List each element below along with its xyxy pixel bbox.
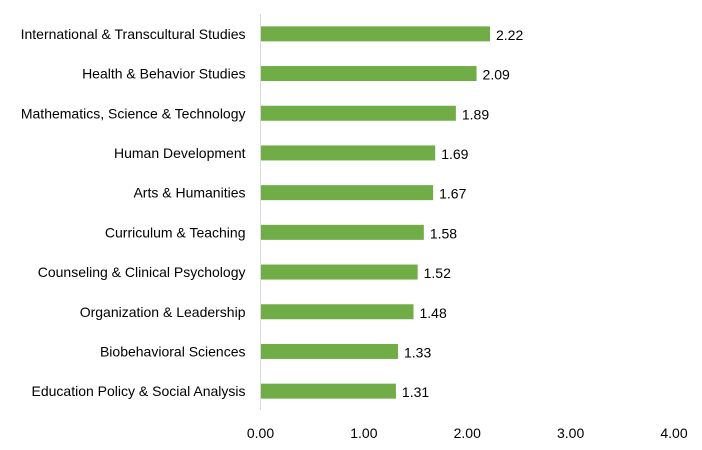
x-tick-label: 0.00 [247,425,274,441]
value-label: 1.31 [402,384,429,400]
category-label: Arts & Humanities [133,185,245,201]
bar [260,224,424,240]
category-label: Curriculum & Teaching [105,224,246,240]
x-tick-label: 4.00 [660,425,687,441]
value-label: 1.48 [419,305,446,321]
value-label: 1.33 [404,344,431,360]
value-labels: 2.22 2.09 1.89 1.69 1.67 1.58 1.52 1.48 1.33 1.31 [402,27,524,400]
x-tick-label: 1.00 [350,425,377,441]
x-tick-label: 3.00 [557,425,584,441]
bar [260,185,434,201]
bars-group [260,26,490,399]
x-tick-label: 2.00 [454,425,481,441]
value-label: 1.58 [430,225,457,241]
category-label: Education Policy & Social Analysis [32,383,246,399]
bar [260,304,414,320]
bar [260,343,398,359]
category-label: Counseling & Clinical Psychology [38,264,246,280]
value-label: 1.67 [439,186,466,202]
value-label: 2.09 [483,67,510,83]
x-axis-ticks: 0.00 1.00 2.00 3.00 4.00 [247,425,688,441]
category-label: Health & Behavior Studies [82,66,245,82]
bar [260,26,490,42]
category-label: Organization & Leadership [80,304,246,320]
bar [260,383,396,399]
bar [260,264,418,280]
category-label: Biobehavioral Sciences [100,343,246,359]
bar [260,66,477,82]
category-label: International & Transcultural Studies [21,26,246,42]
value-label: 1.89 [462,106,489,122]
value-label: 1.52 [424,265,451,281]
category-label: Mathematics, Science & Technology [21,105,246,121]
category-label: Human Development [114,145,246,161]
bar [260,105,456,121]
category-labels: International & Transcultural Studies Hea… [21,26,246,399]
value-label: 2.22 [496,27,523,43]
value-label: 1.69 [441,146,468,162]
bar [260,145,436,161]
